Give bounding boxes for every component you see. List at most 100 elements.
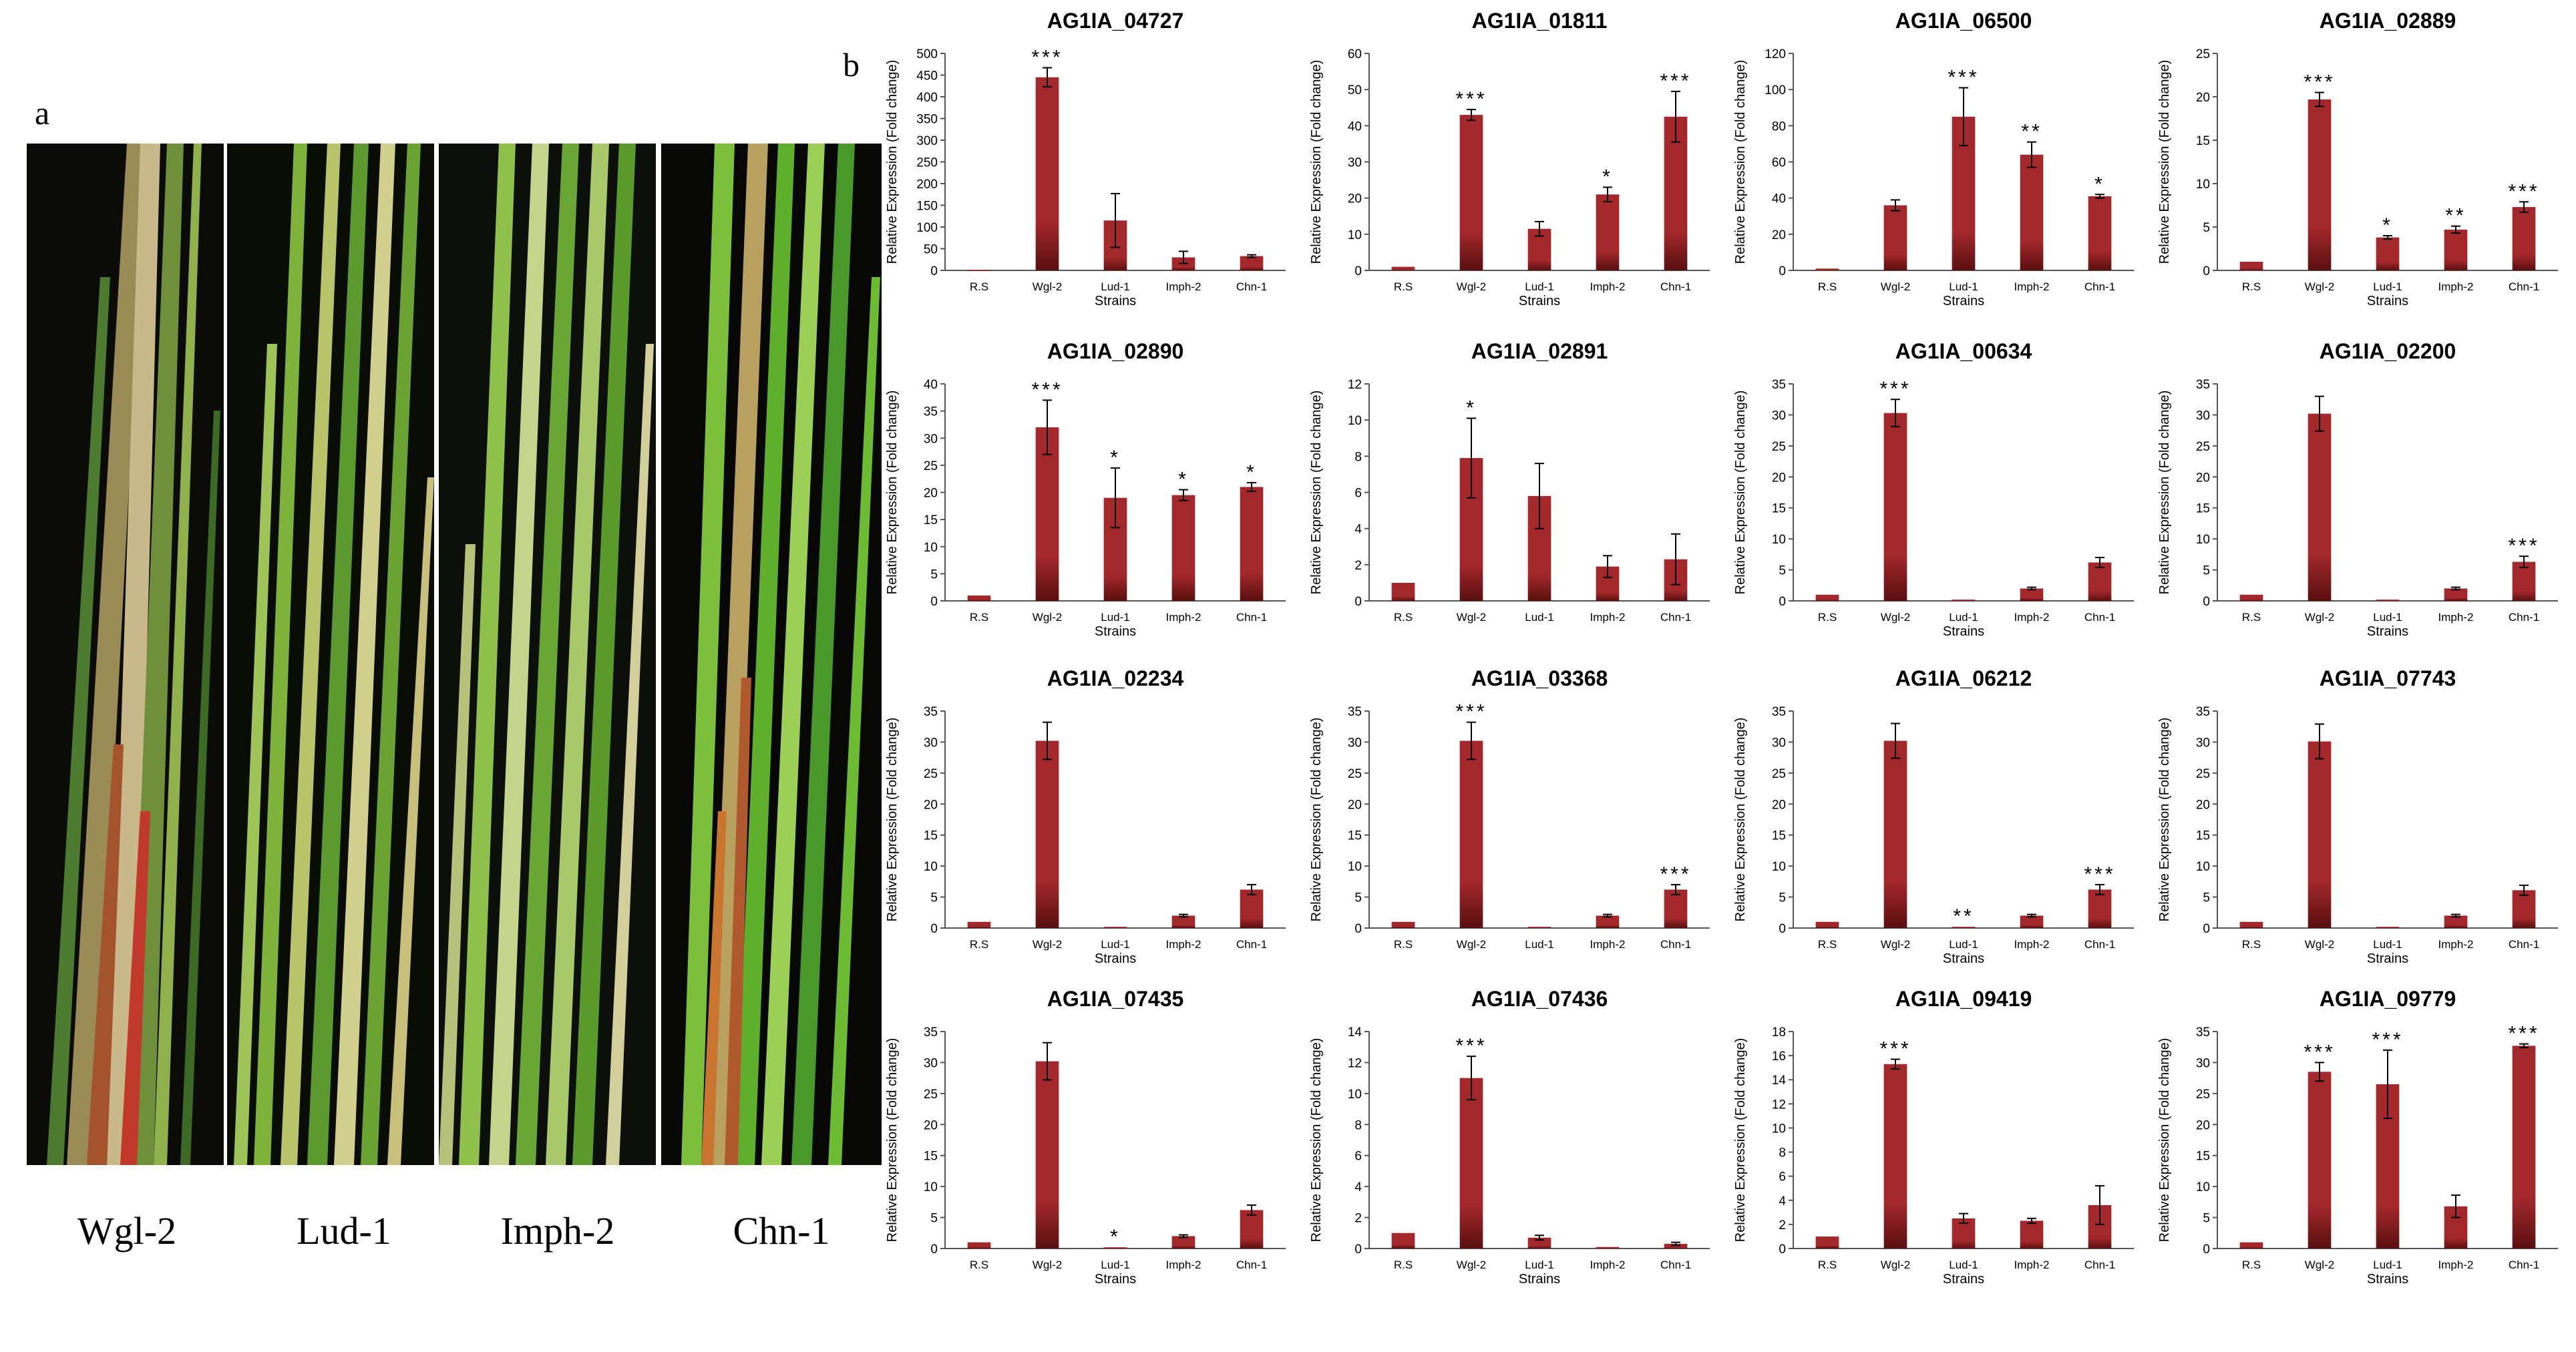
bar-Wgl-2 <box>1883 413 1907 601</box>
x-tick-label: R.S <box>1818 611 1837 624</box>
y-tick-label: 0 <box>2203 264 2210 278</box>
chart-title: AG1IA_07435 <box>1047 987 1184 1011</box>
x-axis-label: Strains <box>2367 294 2408 308</box>
y-axis-label: Relative Expression (Fold change) <box>885 718 900 922</box>
y-tick-label: 40 <box>1772 192 1786 206</box>
bar-R.S <box>1391 266 1415 270</box>
plant-photo-wgl-2 <box>27 144 224 1165</box>
y-axis-label: Relative Expression (Fold change) <box>1309 718 1324 922</box>
y-axis-label: Relative Expression (Fold change) <box>2157 718 2172 922</box>
y-tick-label: 30 <box>924 736 938 750</box>
y-tick-label: 25 <box>924 1088 938 1102</box>
chart-AG1IA_02890: AG1IA_02890 Relative Expression (Fold cha… <box>885 339 1286 639</box>
x-tick-label: Chn-1 <box>1660 1259 1691 1271</box>
y-axis-label: Relative Expression (Fold change) <box>2157 391 2172 595</box>
x-tick-label: Chn-1 <box>1236 1259 1267 1271</box>
x-tick-label: Chn-1 <box>2084 280 2115 293</box>
y-tick-label: 10 <box>1348 414 1362 428</box>
y-tick-label: 60 <box>1348 47 1362 61</box>
y-tick-label: 15 <box>924 513 938 527</box>
x-axis-label: Strains <box>1095 294 1136 308</box>
y-tick-label: 0 <box>930 1243 938 1257</box>
significance-mark: *** <box>1879 1038 1911 1060</box>
bar-Imph-2 <box>2020 915 2044 928</box>
y-tick-label: 12 <box>1348 1056 1362 1070</box>
x-tick-label: Chn-1 <box>1660 938 1691 951</box>
x-axis-label: Strains <box>1943 1272 1984 1287</box>
x-tick-label: Imph-2 <box>1166 280 1202 293</box>
y-tick-label: 12 <box>1348 378 1362 392</box>
x-tick-label: Imph-2 <box>2014 280 2050 293</box>
y-tick-label: 0 <box>930 922 938 936</box>
y-tick-label: 4 <box>1354 1180 1362 1194</box>
bar-Chn-1 <box>2512 207 2536 270</box>
bar-Wgl-2 <box>1459 1078 1483 1249</box>
significance-mark: * <box>1466 397 1477 419</box>
y-tick-label: 20 <box>1772 798 1786 812</box>
significance-mark: * <box>2382 214 2393 236</box>
y-tick-label: 0 <box>930 595 938 609</box>
x-axis-label: Strains <box>1519 1272 1560 1287</box>
chart-title: AG1IA_07436 <box>1471 987 1608 1011</box>
y-axis-label: Relative Expression (Fold change) <box>1309 1038 1324 1243</box>
chart-title: AG1IA_02200 <box>2320 339 2456 363</box>
y-tick-label: 350 <box>916 113 938 127</box>
chart-AG1IA_09779: AG1IA_09779 Relative Expression (Fold cha… <box>2157 987 2558 1287</box>
plant-photo-lud-1 <box>227 144 434 1165</box>
bar-Lud-1 <box>1527 927 1551 928</box>
bar-Wgl-2 <box>2308 413 2332 601</box>
y-tick-label: 100 <box>1765 83 1786 97</box>
significance-mark: ** <box>2445 205 2466 227</box>
chart-title: AG1IA_00634 <box>1895 339 2032 363</box>
significance-mark: *** <box>1660 863 1691 885</box>
x-tick-label: R.S <box>970 938 988 951</box>
bar-Imph-2 <box>2020 588 2044 601</box>
x-tick-label: Lud-1 <box>2373 611 2402 624</box>
y-axis-label: Relative Expression (Fold change) <box>2157 1038 2172 1243</box>
bar-Imph-2 <box>2020 1220 2044 1249</box>
y-tick-label: 35 <box>2196 705 2210 719</box>
y-tick-label: 15 <box>2196 829 2210 843</box>
chart-AG1IA_02891: AG1IA_02891 Relative Expression (Fold cha… <box>1309 339 1710 624</box>
x-tick-label: Chn-1 <box>1236 280 1267 293</box>
y-tick-label: 30 <box>1772 736 1786 750</box>
bar-Imph-2 <box>1596 915 1620 928</box>
y-tick-label: 30 <box>924 432 938 446</box>
bar-Wgl-2 <box>2308 741 2332 928</box>
panel-label-b: b <box>843 46 860 83</box>
y-tick-label: 35 <box>924 405 938 419</box>
y-tick-label: 4 <box>1779 1194 1786 1208</box>
y-tick-label: 2 <box>1354 559 1362 573</box>
y-tick-label: 20 <box>1772 471 1786 485</box>
x-tick-label: Lud-1 <box>2373 938 2402 951</box>
chart-AG1IA_02234: AG1IA_02234 Relative Expression (Fold cha… <box>885 666 1286 966</box>
significance-mark: *** <box>2508 180 2539 202</box>
y-tick-label: 25 <box>2196 440 2210 454</box>
bar-Wgl-2 <box>1883 740 1907 928</box>
x-tick-label: Chn-1 <box>1236 611 1267 624</box>
x-axis-label: Strains <box>2367 951 2408 966</box>
plant-photo-imph-2 <box>439 144 656 1165</box>
chart-AG1IA_09419: AG1IA_09419 Relative Expression (Fold cha… <box>1733 987 2134 1287</box>
significance-mark: *** <box>1879 378 1911 400</box>
x-tick-label: R.S <box>1818 1259 1837 1271</box>
significance-mark: ** <box>1953 905 1974 927</box>
y-tick-label: 30 <box>1348 736 1362 750</box>
y-tick-label: 14 <box>1772 1074 1787 1088</box>
chart-AG1IA_00634: AG1IA_00634 Relative Expression (Fold cha… <box>1733 339 2134 639</box>
chart-title: AG1IA_04727 <box>1047 9 1184 33</box>
x-axis-label: Strains <box>1095 951 1136 966</box>
bar-R.S <box>1391 1232 1415 1249</box>
x-tick-label: Chn-1 <box>2084 611 2115 624</box>
x-tick-label: R.S <box>1394 280 1413 293</box>
y-tick-label: 20 <box>924 1118 938 1132</box>
x-tick-label: Chn-1 <box>1236 938 1267 951</box>
chart-title: AG1IA_06500 <box>1895 9 2032 33</box>
significance-mark: * <box>1602 166 1613 188</box>
x-axis-label: Strains <box>1943 624 1984 639</box>
y-tick-label: 8 <box>1779 1146 1786 1160</box>
y-tick-label: 5 <box>930 568 938 582</box>
bar-Imph-2 <box>1171 495 1195 601</box>
y-tick-label: 5 <box>2203 1212 2210 1226</box>
